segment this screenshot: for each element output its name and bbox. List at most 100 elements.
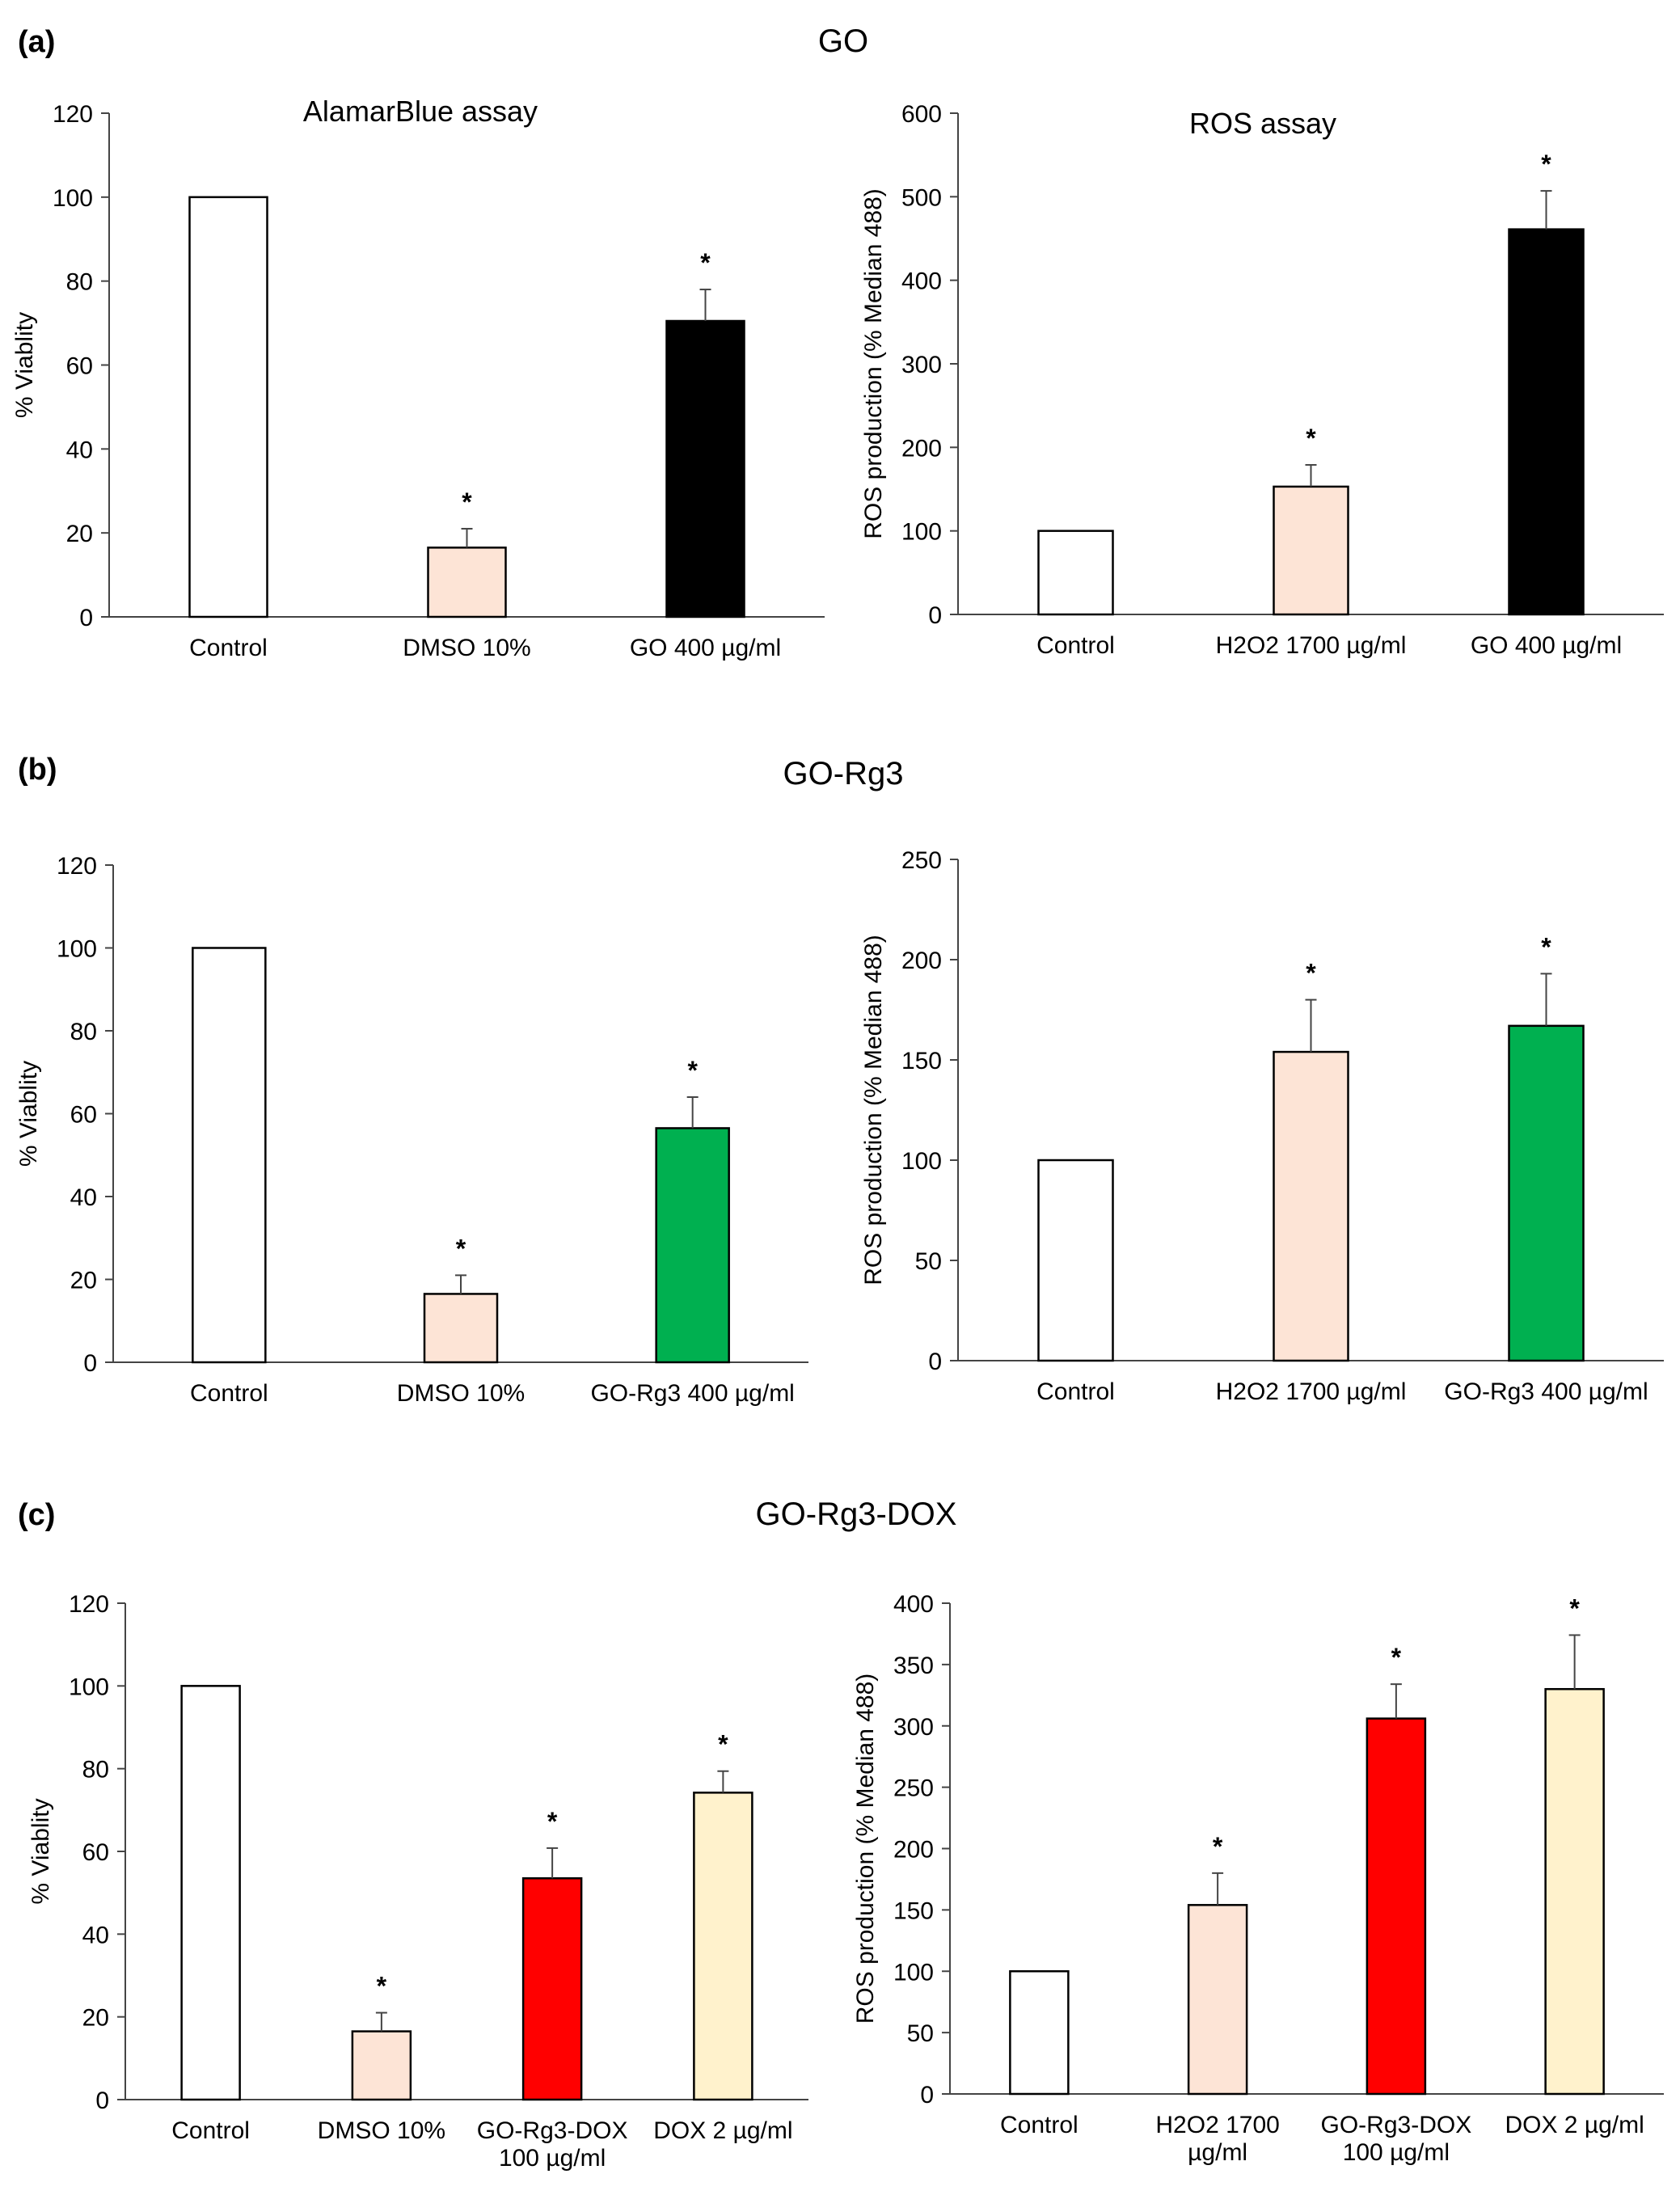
significance-marker: * [718, 1730, 728, 1759]
category-label: GO 400 µg/ml [1471, 632, 1622, 659]
y-tick-label: 20 [82, 2005, 109, 2032]
category-label: H2O2 1700 µg/ml [1216, 1378, 1407, 1405]
y-tick-label: 40 [70, 1184, 97, 1211]
y-tick-label: 200 [901, 948, 942, 974]
y-tick-label: 250 [901, 847, 942, 874]
category-label: Control [190, 1380, 268, 1407]
bar [1009, 1970, 1070, 2096]
bar [351, 2030, 412, 2101]
category-label: Control [171, 2117, 250, 2144]
chart-b-ros: 0 50 100 150 200 250 ROS production (% Median … [860, 847, 1664, 1405]
y-tick-label: 20 [70, 1268, 97, 1294]
significance-marker: * [456, 1234, 466, 1263]
y-tick-label: 80 [70, 1019, 97, 1045]
category-label: DOX 2 µg/ml [653, 2117, 792, 2144]
category-label: GO-Rg3-DOX [477, 2117, 628, 2144]
y-axis-label: ROS production (% Median 488) [860, 188, 887, 539]
chart-c-ros: 0 50 100 150 200 250 300 350 400 ROS production (… [852, 1591, 1664, 2166]
y-tick-label: 100 [901, 1148, 942, 1175]
y-tick-label: 500 [901, 184, 942, 211]
y-tick-label: 60 [66, 353, 93, 380]
significance-marker: * [1306, 424, 1316, 453]
y-tick-label: 100 [53, 185, 93, 212]
category-label: GO-Rg3 400 µg/ml [1444, 1378, 1648, 1405]
y-tick-label: 300 [893, 1714, 934, 1741]
bar [1508, 1024, 1585, 1362]
y-axis-label: ROS production (% Median 488) [860, 935, 887, 1285]
y-tick-label: 300 [901, 352, 942, 378]
y-tick-label: 0 [920, 2082, 934, 2108]
y-tick-label: 100 [69, 1674, 109, 1700]
bar [192, 947, 267, 1364]
category-label: H2O2 1700 [1155, 2112, 1279, 2138]
y-axis-label: % Viablity [27, 1798, 54, 1904]
y-tick-label: 60 [82, 1839, 109, 1866]
significance-marker: * [1541, 150, 1551, 179]
category-label: H2O2 1700 µg/ml [1216, 632, 1407, 659]
significance-marker: * [1391, 1643, 1402, 1672]
y-tick-label: 400 [901, 268, 942, 295]
chart-c-viability: 0 20 40 60 80 100 120 % Viablity Control * DMSO 10… [27, 1591, 808, 2172]
bar [1187, 1904, 1248, 2096]
y-tick-label: 200 [893, 1837, 934, 1864]
y-tick-label: 50 [907, 2020, 934, 2047]
y-tick-label: 0 [79, 605, 93, 631]
panel-b-label: (b) [18, 753, 57, 787]
panel-b-title: GO-Rg3 [783, 756, 904, 791]
bar [655, 1127, 730, 1364]
significance-marker: * [687, 1056, 698, 1085]
significance-marker: * [700, 248, 711, 277]
panel-c-title: GO-Rg3-DOX [756, 1496, 957, 1532]
y-tick-label: 80 [82, 1757, 109, 1783]
bar [180, 1685, 241, 2101]
significance-marker: * [1213, 1832, 1223, 1861]
y-tick-label: 100 [57, 936, 97, 963]
bar [1366, 1717, 1427, 2096]
significance-marker: * [1306, 959, 1316, 988]
chart-b-viability: 0 20 40 60 80 100 120 % Viablity Control * DMSO 10… [15, 853, 808, 1407]
y-tick-label: 600 [901, 101, 942, 128]
bar [521, 1877, 583, 2101]
y-tick-label: 150 [901, 1048, 942, 1074]
significance-marker: * [547, 1807, 558, 1836]
bar [1273, 485, 1349, 616]
y-tick-label: 100 [893, 1959, 934, 1986]
bar [1273, 1050, 1349, 1362]
bar [693, 1792, 753, 2101]
chart-a-viability: 0 20 40 60 80 100 120 % Viablity AlamarBlue assa… [11, 95, 825, 661]
y-tick-label: 120 [69, 1591, 109, 1618]
bar [1544, 1687, 1605, 2096]
bar [1508, 228, 1585, 616]
panel-c-label: (c) [18, 1498, 55, 1532]
y-tick-label: 200 [901, 435, 942, 462]
category-label: Control [1036, 632, 1115, 659]
y-tick-label: 0 [95, 2087, 109, 2114]
y-tick-label: 50 [915, 1248, 942, 1275]
category-label: GO-Rg3-DOX [1321, 2112, 1472, 2138]
bar [1037, 1159, 1114, 1362]
bar [423, 1293, 499, 1364]
significance-marker: * [1569, 1593, 1580, 1623]
y-tick-label: 400 [893, 1591, 934, 1618]
category-label: 100 µg/ml [499, 2145, 606, 2172]
bar [427, 547, 507, 618]
y-tick-label: 120 [57, 853, 97, 880]
chart-title: AlamarBlue assay [303, 95, 538, 128]
significance-marker: * [462, 488, 472, 517]
y-tick-label: 0 [928, 1349, 942, 1375]
y-tick-label: 60 [70, 1102, 97, 1129]
category-label: GO-Rg3 400 µg/ml [590, 1380, 794, 1407]
y-tick-label: 120 [53, 101, 93, 128]
y-tick-label: 350 [893, 1653, 934, 1679]
panel-a-title: GO [818, 23, 868, 59]
category-label: DMSO 10% [403, 635, 530, 661]
bar [665, 319, 745, 618]
y-tick-label: 80 [66, 269, 93, 296]
y-tick-label: 0 [928, 602, 942, 629]
y-tick-label: 100 [901, 519, 942, 546]
chart-title: ROS assay [1189, 107, 1336, 140]
category-label: GO 400 µg/ml [630, 635, 781, 661]
bar [188, 196, 268, 618]
panel-a-label: (a) [18, 25, 55, 59]
category-label: DOX 2 µg/ml [1505, 2112, 1644, 2138]
